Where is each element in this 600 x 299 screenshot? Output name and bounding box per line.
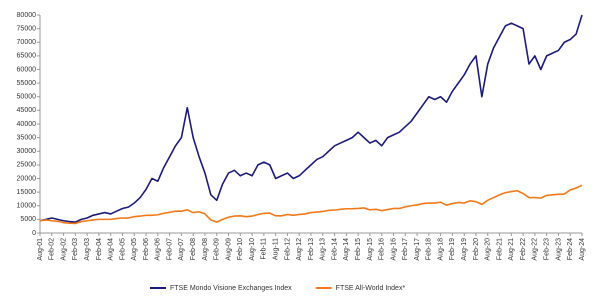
series-line bbox=[39, 184, 583, 225]
x-tick-label: Feb-07 bbox=[166, 238, 173, 260]
x-tick-label: Feb-09 bbox=[214, 238, 221, 260]
y-tick-label: 5000 bbox=[20, 216, 36, 223]
x-tick-label: Aug-08 bbox=[202, 238, 209, 261]
y-tick-label: 65000 bbox=[17, 53, 37, 60]
y-tick-label: 45000 bbox=[17, 107, 37, 114]
x-tick-label: Aug-07 bbox=[178, 238, 185, 261]
x-tick-label: Aug-01 bbox=[37, 238, 44, 261]
x-tick-label: Aug-15 bbox=[367, 238, 374, 261]
x-tick-label: Aug-09 bbox=[225, 238, 232, 261]
y-tick-label: 60000 bbox=[17, 66, 37, 73]
x-tick-label: Aug-22 bbox=[532, 238, 539, 261]
y-tick-label: 55000 bbox=[17, 80, 37, 87]
x-tick-label: Aug-23 bbox=[555, 238, 562, 261]
y-tick-label: 0 bbox=[32, 230, 36, 237]
x-tick-label: Aug-13 bbox=[320, 238, 327, 261]
x-tick-label: Feb-19 bbox=[449, 238, 456, 260]
x-tick-label: Aug-21 bbox=[508, 238, 515, 261]
y-tick-label: 20000 bbox=[17, 175, 37, 182]
x-tick-label: Feb-12 bbox=[284, 238, 291, 260]
y-tick-label: 25000 bbox=[17, 162, 37, 169]
x-tick-label: Feb-18 bbox=[426, 238, 433, 260]
x-tick-label: Feb-02 bbox=[49, 238, 56, 260]
x-tick-label: Aug-04 bbox=[108, 238, 115, 261]
x-tick-label: Aug-10 bbox=[249, 238, 256, 261]
x-tick-label: Aug-02 bbox=[60, 238, 67, 261]
x-tick-label: Feb-24 bbox=[567, 238, 574, 260]
x-tick-label: Feb-23 bbox=[543, 238, 550, 260]
x-tick-label: Aug-24 bbox=[579, 238, 586, 261]
x-tick-label: Feb-03 bbox=[72, 238, 79, 260]
y-tick-label: 35000 bbox=[17, 134, 37, 141]
x-tick-label: Feb-16 bbox=[379, 238, 386, 260]
x-tick-label: Feb-22 bbox=[520, 238, 527, 260]
x-tick-label: Aug-11 bbox=[272, 238, 279, 260]
x-tick-label: Aug-03 bbox=[84, 238, 91, 261]
x-tick-label: Feb-20 bbox=[473, 238, 480, 260]
x-tick-label: Feb-13 bbox=[308, 238, 315, 260]
legend-label: FTSE All-World Index* bbox=[336, 285, 406, 292]
y-tick-label: 10000 bbox=[17, 203, 37, 210]
x-tick-label: Aug-06 bbox=[155, 238, 162, 261]
x-tick-label: Aug-16 bbox=[390, 238, 397, 261]
y-tick-label: 30000 bbox=[17, 148, 37, 155]
y-tick-label: 70000 bbox=[17, 39, 37, 46]
x-tick-label: Aug-12 bbox=[296, 238, 303, 261]
x-tick-label: Feb-14 bbox=[331, 238, 338, 260]
x-tick-label: Aug-18 bbox=[437, 238, 444, 261]
legend-label: FTSE Mondo Visione Exchanges Index bbox=[170, 285, 292, 292]
x-tick-label: Aug-14 bbox=[343, 238, 350, 261]
y-tick-label: 75000 bbox=[17, 25, 37, 32]
x-tick-label: Aug-05 bbox=[131, 238, 138, 261]
x-tick-label: Feb-15 bbox=[355, 238, 362, 260]
x-tick-label: Feb-11 bbox=[261, 238, 268, 260]
y-tick-label: 40000 bbox=[17, 121, 37, 128]
x-tick-label: Feb-21 bbox=[496, 238, 503, 260]
x-tick-label: Aug-19 bbox=[461, 238, 468, 261]
series-line bbox=[39, 14, 583, 223]
y-tick-label: 50000 bbox=[17, 94, 37, 101]
x-tick-label: Feb-06 bbox=[143, 238, 150, 260]
x-tick-label: Aug-20 bbox=[485, 238, 492, 261]
x-tick-label: Feb-17 bbox=[402, 238, 409, 260]
x-tick-label: Aug-17 bbox=[414, 238, 421, 261]
y-tick-label: 15000 bbox=[17, 189, 37, 196]
x-tick-label: Feb-05 bbox=[119, 238, 126, 260]
x-tick-label: Feb-04 bbox=[96, 238, 103, 260]
x-tick-label: Feb-08 bbox=[190, 238, 197, 260]
y-tick-label: 80000 bbox=[17, 12, 37, 19]
x-tick-label: Feb-10 bbox=[237, 238, 244, 260]
